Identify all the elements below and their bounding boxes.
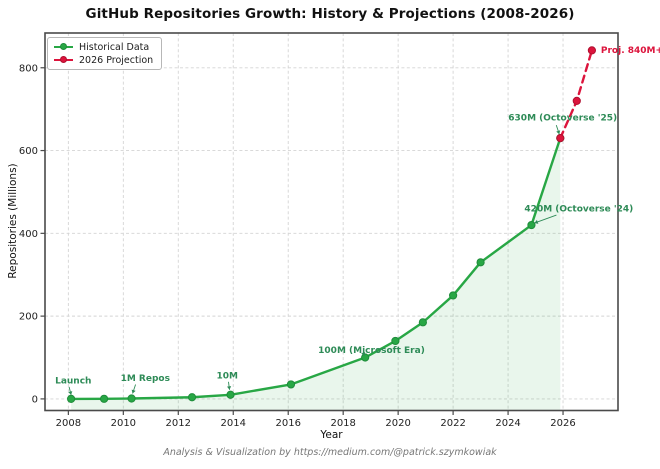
projection-line-swatch-icon — [54, 56, 73, 64]
annotation-arrowhead — [131, 389, 136, 394]
y-tick-label: 200 — [19, 312, 38, 323]
annotation-arrowhead — [68, 391, 73, 395]
annotation-label: 630M (Octoverse '25) — [508, 114, 617, 124]
y-tick-label: 0 — [32, 394, 38, 405]
historical-marker — [127, 394, 136, 403]
annotation-arrowhead — [556, 130, 561, 135]
x-tick-label: 2018 — [330, 418, 355, 429]
plot-border — [44, 32, 619, 412]
footer-credit: Analysis & Visualization by https://medi… — [163, 447, 497, 458]
x-tick-label: 2010 — [111, 418, 136, 429]
x-tick-label: 2014 — [221, 418, 246, 429]
historical-marker — [418, 318, 427, 327]
annotation-label: 1M Repos — [121, 374, 170, 384]
historical-marker — [286, 380, 296, 389]
annotation-label: 420M (Octoverse '24) — [524, 205, 633, 215]
historical-marker — [449, 291, 458, 300]
x-tick-label: 2012 — [166, 418, 191, 429]
historical-marker — [391, 336, 400, 346]
annotation-arrowhead — [534, 219, 539, 224]
projection-marker — [572, 96, 581, 105]
historical-marker — [67, 394, 76, 403]
x-axis-label: Year — [320, 429, 343, 441]
x-tick-label: 2022 — [440, 418, 465, 429]
annotation-label: Launch — [55, 376, 91, 386]
y-tick-label: 400 — [19, 229, 38, 240]
annotation-label: 100M (Microsoft Era) — [318, 346, 425, 356]
annotation-arrow — [534, 214, 557, 224]
historical-marker — [99, 394, 109, 403]
annotation-arrowhead — [226, 386, 232, 390]
historical-marker — [476, 258, 485, 267]
legend-item-projection: 2026 Projection — [54, 54, 153, 66]
chart-legend: Historical Data 2026 Projection — [47, 37, 163, 70]
historical-area-fill — [71, 138, 561, 411]
x-tick-label: 2008 — [56, 418, 81, 429]
projection-marker — [556, 134, 565, 143]
x-tick-label: 2020 — [385, 418, 410, 429]
projection-marker — [587, 46, 596, 55]
legend-label-projection: 2026 Projection — [79, 54, 154, 66]
historical-marker — [226, 390, 235, 399]
legend-label-historical: Historical Data — [79, 41, 150, 53]
x-tick-label: 2016 — [275, 418, 300, 429]
legend-item-historical: Historical Data — [54, 41, 153, 53]
chart-title: GitHub Repositories Growth: History & Pr… — [85, 6, 575, 22]
x-tick-label: 2026 — [550, 418, 575, 429]
projection-line — [559, 49, 594, 140]
y-tick-label: 600 — [19, 146, 38, 157]
x-tick-label: 2024 — [495, 418, 520, 429]
annotation-label: 10M — [217, 371, 239, 381]
y-tick-label: 800 — [19, 63, 38, 74]
historical-marker — [361, 353, 370, 362]
historical-line-swatch-icon — [54, 43, 73, 51]
historical-marker — [187, 393, 197, 402]
y-axis-label: Repositories (Millions) — [7, 163, 19, 279]
annotation-arrowhead — [361, 352, 366, 357]
annotation-label: Proj. 840M+ — [601, 46, 660, 56]
historical-marker — [527, 220, 536, 230]
